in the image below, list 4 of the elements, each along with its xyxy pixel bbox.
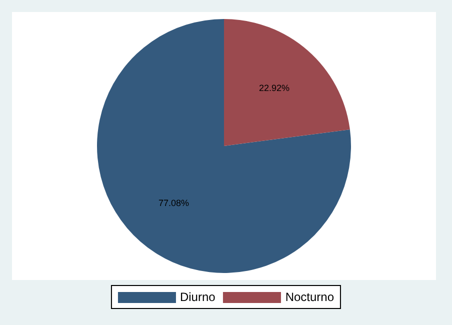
data-label: 77.08% <box>158 198 190 208</box>
legend-label: Diurno <box>180 290 216 304</box>
legend-label: Nocturno <box>285 290 334 304</box>
data-label: 22.92% <box>258 83 290 94</box>
